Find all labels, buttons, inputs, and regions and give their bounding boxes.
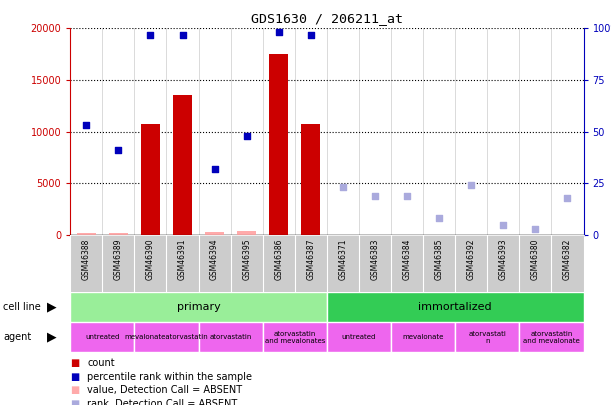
Text: ▶: ▶ [47, 300, 57, 313]
Text: untreated: untreated [85, 334, 120, 340]
Text: GSM46393: GSM46393 [499, 239, 508, 281]
Text: GSM46391: GSM46391 [178, 239, 187, 280]
Point [434, 215, 444, 222]
Text: value, Detection Call = ABSENT: value, Detection Call = ABSENT [87, 385, 243, 395]
Point [466, 182, 476, 189]
Text: mevalonate: mevalonate [403, 334, 444, 340]
Text: ■: ■ [70, 399, 79, 405]
Text: GSM46389: GSM46389 [114, 239, 123, 280]
Bar [173, 96, 192, 235]
Text: immortalized: immortalized [419, 302, 492, 312]
Text: agent: agent [3, 332, 31, 342]
Bar [77, 233, 96, 235]
Bar [327, 292, 584, 322]
Point [274, 29, 284, 36]
Bar [391, 322, 455, 352]
Text: GSM46394: GSM46394 [210, 239, 219, 281]
Text: GSM46382: GSM46382 [563, 239, 572, 280]
Point [145, 31, 155, 38]
Text: mevalonateatorvastatin: mevalonateatorvastatin [125, 334, 208, 340]
Bar [455, 322, 519, 352]
Text: ■: ■ [70, 372, 79, 382]
Text: GSM46385: GSM46385 [434, 239, 444, 280]
Point [530, 226, 540, 232]
Bar [327, 322, 391, 352]
Text: atorvastatin
and mevalonates: atorvastatin and mevalonates [265, 330, 325, 344]
Bar [109, 233, 128, 235]
Text: atorvastatin
and mevalonate: atorvastatin and mevalonate [523, 330, 580, 344]
Bar [134, 322, 199, 352]
Point [178, 31, 188, 38]
Point [242, 132, 252, 139]
Point [210, 166, 219, 172]
Point [402, 192, 412, 199]
Bar [141, 124, 160, 235]
Text: GSM46388: GSM46388 [82, 239, 91, 280]
Text: GSM46390: GSM46390 [146, 239, 155, 281]
Bar [263, 322, 327, 352]
Text: ▶: ▶ [47, 330, 57, 344]
Point [499, 221, 508, 228]
Text: GSM46384: GSM46384 [403, 239, 412, 280]
Text: GSM46395: GSM46395 [242, 239, 251, 281]
Text: ■: ■ [70, 358, 79, 369]
Text: GSM46371: GSM46371 [338, 239, 348, 280]
Text: untreated: untreated [342, 334, 376, 340]
Point [338, 184, 348, 191]
Bar [199, 322, 263, 352]
Text: GSM46387: GSM46387 [306, 239, 315, 280]
Text: ■: ■ [70, 385, 79, 395]
Text: GSM46380: GSM46380 [531, 239, 540, 280]
Bar [269, 54, 288, 235]
Text: atorvastati
n: atorvastati n [469, 330, 506, 344]
Bar [301, 124, 320, 235]
Bar [205, 232, 224, 235]
Text: GSM46386: GSM46386 [274, 239, 284, 280]
Text: atorvastatin: atorvastatin [210, 334, 252, 340]
Text: primary: primary [177, 302, 221, 312]
Bar [70, 322, 134, 352]
Text: GSM46392: GSM46392 [467, 239, 476, 280]
Text: count: count [87, 358, 115, 369]
Text: GSM46383: GSM46383 [370, 239, 379, 280]
Text: rank, Detection Call = ABSENT: rank, Detection Call = ABSENT [87, 399, 238, 405]
Point [81, 122, 91, 129]
Point [563, 194, 573, 201]
Bar [519, 322, 584, 352]
Text: cell line: cell line [3, 302, 41, 312]
Bar [70, 292, 327, 322]
Point [370, 192, 380, 199]
Text: GDS1630 / 206211_at: GDS1630 / 206211_at [251, 12, 403, 25]
Point [114, 147, 123, 153]
Bar [237, 231, 257, 235]
Text: percentile rank within the sample: percentile rank within the sample [87, 372, 252, 382]
Point [306, 31, 316, 38]
